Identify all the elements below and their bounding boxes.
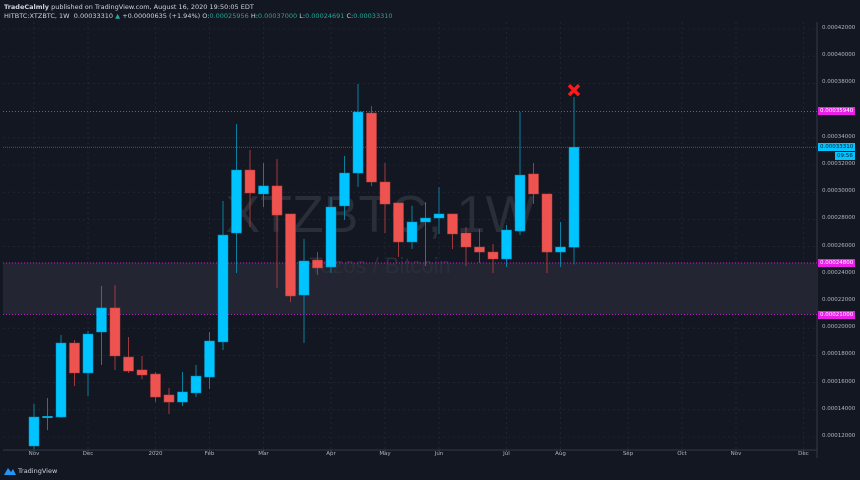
candle-down bbox=[460, 232, 472, 248]
candle-down bbox=[487, 251, 499, 260]
time-tick-label: Dec bbox=[82, 451, 94, 457]
candle-down bbox=[393, 202, 404, 243]
candle-up bbox=[325, 206, 337, 268]
time-tick-label: Nov bbox=[730, 451, 742, 457]
time-tick-label: Feb bbox=[204, 451, 215, 457]
tradingview-logo[interactable]: TradingView bbox=[4, 466, 57, 475]
bar-countdown-label: 09:56 bbox=[835, 152, 855, 161]
level-price-label: 0.00024800 bbox=[818, 258, 856, 267]
candle-down bbox=[285, 213, 296, 297]
candle-down bbox=[379, 181, 391, 205]
close-label: C: bbox=[346, 12, 354, 20]
support-zone bbox=[3, 262, 817, 315]
high-value: 0.00037000 bbox=[257, 12, 298, 20]
open-value: 0.00025956 bbox=[209, 12, 249, 20]
candle-up bbox=[42, 416, 53, 419]
up-triangle-icon: ▲ bbox=[115, 12, 121, 20]
price-tick-label: 0.00042000 bbox=[822, 25, 856, 31]
price-tick-label: 0.00022000 bbox=[822, 297, 856, 303]
open-label: O: bbox=[202, 12, 210, 20]
candle-down bbox=[163, 394, 175, 403]
price-tick-label: 0.00038000 bbox=[822, 79, 856, 86]
publish-text: published on TradingView.com, August 16,… bbox=[51, 3, 254, 11]
candle-up bbox=[204, 340, 215, 378]
price-tick-label: 0.00030000 bbox=[822, 188, 856, 195]
price-tick-label: 0.00040000 bbox=[822, 52, 856, 59]
candle-up bbox=[258, 185, 269, 195]
candle-up bbox=[298, 260, 310, 296]
symbol-name: HITBTC:XTZBTC, 1W bbox=[4, 12, 70, 20]
candle-down bbox=[366, 112, 377, 183]
tradingview-logo-icon bbox=[4, 468, 16, 475]
time-tick-label: May bbox=[379, 451, 391, 457]
price-tick-label: 0.00020000 bbox=[822, 324, 856, 331]
last-price-label: 0.00033310 bbox=[818, 143, 856, 152]
low-label: L: bbox=[299, 12, 306, 20]
price-tick-label: 0.00032000 bbox=[822, 161, 856, 167]
candle-up bbox=[433, 213, 445, 219]
candle-up bbox=[177, 391, 188, 403]
candle-up bbox=[231, 169, 242, 234]
candle-up bbox=[55, 342, 67, 418]
symbol-legend: HITBTC:XTZBTC, 1W 0.00033310 ▲ +0.000006… bbox=[4, 12, 393, 20]
candle-up bbox=[420, 217, 431, 223]
time-tick-label: Jun bbox=[434, 451, 444, 457]
price-tick-label: 0.00018000 bbox=[822, 351, 856, 358]
candle-down bbox=[244, 169, 256, 194]
price-tick-label: 0.00014000 bbox=[822, 405, 856, 412]
low-value: 0.00024691 bbox=[305, 12, 345, 20]
x-mark-icon bbox=[567, 83, 581, 97]
price-tick-label: 0.00016000 bbox=[822, 378, 856, 385]
candle-down bbox=[123, 356, 134, 372]
price-tick-label: 0.00024000 bbox=[822, 269, 856, 276]
candle-down bbox=[271, 185, 283, 216]
candle-down bbox=[541, 193, 553, 253]
candle-down bbox=[528, 173, 539, 195]
price-change: +0.00000635 (+1.94%) bbox=[122, 12, 201, 20]
candle-down bbox=[69, 342, 80, 374]
candle-up bbox=[568, 146, 580, 248]
time-tick-label: Sep bbox=[622, 451, 634, 457]
brand-name: TradingView bbox=[18, 466, 58, 475]
candle-up bbox=[217, 234, 229, 343]
author-link[interactable]: TradeCalmly bbox=[4, 3, 49, 11]
candle-up bbox=[406, 221, 418, 243]
level-price-label: 0.00035940 bbox=[818, 107, 856, 116]
time-tick-label: Nov bbox=[28, 451, 40, 457]
time-tick-label: 2020 bbox=[148, 451, 163, 457]
candle-up bbox=[96, 307, 107, 333]
time-tick-label: Mar bbox=[258, 451, 269, 457]
candle-down bbox=[136, 369, 148, 376]
last-price: 0.00033310 bbox=[73, 12, 114, 20]
candle-up bbox=[555, 246, 566, 253]
candle-down bbox=[474, 246, 485, 253]
candle-up bbox=[514, 174, 526, 232]
time-tick-label: Apr bbox=[326, 451, 336, 457]
candle-up bbox=[190, 375, 202, 394]
price-tick-label: 0.00028000 bbox=[822, 215, 856, 222]
level-price-label: 0.00021000 bbox=[818, 310, 856, 319]
candle-down bbox=[150, 373, 161, 398]
candle-up bbox=[82, 333, 94, 374]
candle-down bbox=[447, 213, 458, 235]
candle-down bbox=[312, 259, 323, 269]
time-tick-label: Dec bbox=[798, 451, 809, 457]
publish-info: TradeCalmly published on TradingView.com… bbox=[4, 3, 254, 11]
time-tick-label: Oct bbox=[677, 451, 687, 457]
price-tick-label: 0.00012000 bbox=[822, 433, 856, 439]
candle-up bbox=[339, 172, 350, 207]
price-tick-label: 0.00034000 bbox=[822, 133, 856, 140]
candle-down bbox=[109, 307, 121, 357]
close-value: 0.00033310 bbox=[353, 12, 393, 20]
candle-up bbox=[352, 111, 364, 174]
candle-up bbox=[28, 416, 40, 447]
high-label: H: bbox=[250, 12, 258, 20]
price-tick-label: 0.00026000 bbox=[822, 242, 856, 249]
candle-up bbox=[501, 229, 512, 260]
time-tick-label: Jul bbox=[503, 451, 510, 457]
time-tick-label: Aug bbox=[555, 451, 566, 457]
